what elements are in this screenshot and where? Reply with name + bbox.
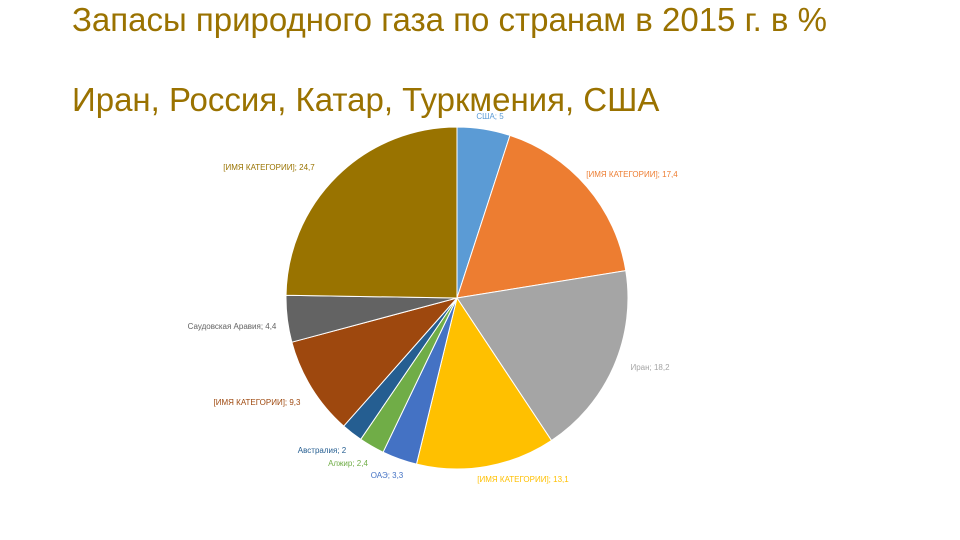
data-label: [ИМЯ КАТЕГОРИИ]; 24,7 [223, 163, 315, 172]
data-label: Иран; 18,2 [630, 363, 670, 372]
chart-subtitle: Иран, Россия, Катар, Туркмения, США [72, 81, 660, 118]
pie-slice [415, 296, 553, 470]
data-label: США; 5 [476, 112, 504, 121]
data-label: [ИМЯ КАТЕГОРИИ]; 13,1 [477, 475, 569, 484]
data-label: Алжир; 2,4 [328, 459, 368, 468]
data-label: [ИМЯ КАТЕГОРИИ]; 17,4 [586, 170, 678, 179]
chart-title: Запасы природного газа по странам в 2015… [72, 1, 827, 38]
data-label: ОАЭ; 3,3 [371, 471, 404, 480]
pie-slice [285, 126, 458, 299]
data-label: Австралия; 2 [298, 446, 347, 455]
data-label: Саудовская Аравия; 4,4 [188, 322, 277, 331]
pie-slice [291, 297, 459, 427]
data-label: [ИМЯ КАТЕГОРИИ]; 9,3 [214, 398, 302, 407]
pie-slice [456, 270, 629, 442]
pie-slice [456, 134, 627, 299]
